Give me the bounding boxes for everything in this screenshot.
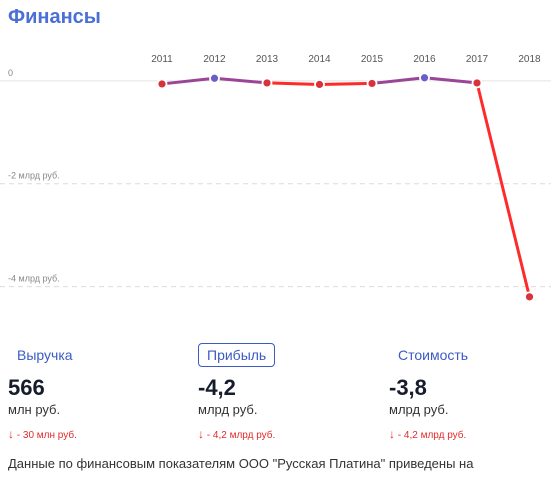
- data-point: [471, 77, 483, 89]
- data-point: [209, 72, 220, 84]
- metric-delta: ↓ - 4,2 млрд руб.: [389, 427, 477, 441]
- x-tick-label: 2012: [203, 54, 226, 65]
- y-tick-label: 0: [8, 68, 13, 78]
- metric-unit: млн руб.: [8, 402, 61, 417]
- metric-value: -4,2: [198, 375, 236, 400]
- data-point: [261, 77, 273, 89]
- down-arrow-icon: ↓: [198, 427, 204, 441]
- metric-delta: ↓ - 30 млн руб.: [8, 427, 82, 441]
- metric-revenue: Выручка 566 млн руб. ↓ - 30 млн руб.: [8, 343, 82, 441]
- series-line-segment: [160, 76, 216, 86]
- x-tick-label: 2015: [361, 54, 384, 65]
- data-point: [156, 78, 168, 90]
- x-tick-label: 2014: [308, 54, 331, 65]
- down-arrow-icon: ↓: [389, 427, 395, 441]
- x-tick-label: 2018: [518, 54, 541, 65]
- profit-line-chart: 0 -2 млрд руб. -4 млрд руб. 2011 2012 2013 201…: [0, 54, 551, 303]
- series-line-segment: [475, 81, 531, 299]
- metric-unit: млрд руб.: [198, 402, 258, 417]
- tab-cost[interactable]: Стоимость: [398, 347, 469, 363]
- metric-delta-text: - 30 млн руб.: [14, 430, 77, 441]
- metric-value: 566: [8, 375, 45, 400]
- metric-profit: Прибыль -4,2 млрд руб. ↓ - 4,2 млрд руб.: [198, 343, 275, 441]
- metric-unit: млрд руб.: [389, 402, 449, 417]
- tab-revenue[interactable]: Выручка: [17, 347, 73, 363]
- series-line-segment: [423, 76, 479, 85]
- metric-delta-text: - 4,2 млрд руб.: [204, 430, 276, 441]
- metric-delta: ↓ - 4,2 млрд руб.: [198, 427, 275, 441]
- footer-note: Данные по финансовым показателям ООО "Ру…: [8, 456, 474, 471]
- data-point: [314, 79, 325, 90]
- y-tick-label: -4 млрд руб.: [8, 274, 60, 284]
- y-tick-label: -2 млрд руб.: [8, 171, 60, 181]
- series-line-segment: [318, 81, 374, 86]
- series-line-segment: [265, 81, 321, 86]
- data-point: [524, 291, 535, 303]
- metric-delta-text: - 4,2 млрд руб.: [395, 430, 467, 441]
- page-title: Финансы: [8, 6, 101, 28]
- x-tick-label: 2016: [413, 54, 436, 65]
- data-point: [419, 72, 430, 84]
- x-tick-label: 2013: [256, 54, 279, 65]
- metric-value-cost: Стоимость -3,8 млрд руб. ↓ - 4,2 млрд ру…: [389, 343, 477, 441]
- metric-value: -3,8: [389, 375, 427, 400]
- x-tick-label: 2011: [151, 54, 173, 65]
- tab-profit[interactable]: Прибыль: [198, 343, 276, 367]
- series-line-segment: [213, 76, 269, 85]
- series-line-segment: [370, 76, 426, 85]
- x-tick-label: 2017: [466, 54, 489, 65]
- down-arrow-icon: ↓: [8, 427, 14, 441]
- data-point: [366, 78, 378, 89]
